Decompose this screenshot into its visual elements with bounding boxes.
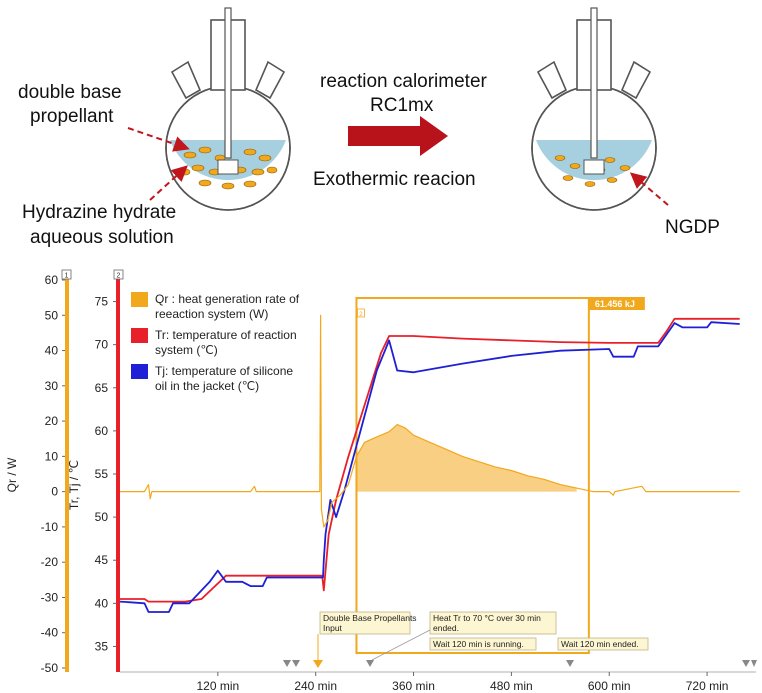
series-Tr-line xyxy=(120,317,740,603)
label-hydrazine-line1: Hydrazine hydrate xyxy=(22,202,176,223)
series-layer xyxy=(119,314,740,613)
right-tick-label: 35 xyxy=(95,639,109,653)
event-marker-icon xyxy=(751,660,757,667)
label-exothermic: Exothermic reacion xyxy=(313,169,476,190)
legend-label: system (℃) xyxy=(155,343,218,357)
label-calorimeter-line2: RC1mx xyxy=(370,95,434,116)
x-tick-label: 720 min xyxy=(686,679,729,693)
left-tick-label: 0 xyxy=(51,485,58,499)
integration-label: 61.456 kJ xyxy=(595,299,635,309)
x-tick-label: 360 min xyxy=(392,679,435,693)
pointer-propellant xyxy=(127,127,190,152)
left-tick-label: 40 xyxy=(45,344,59,358)
annotation-text: Input xyxy=(323,623,343,633)
annotation-connector xyxy=(371,629,431,661)
left-axis-badge xyxy=(61,269,72,280)
right-axis-badge xyxy=(113,269,124,280)
label-double-base: double base xyxy=(18,82,122,103)
pointer-hydrazine xyxy=(149,165,188,201)
label-propellant: propellant xyxy=(30,106,114,127)
right-tick-label: 50 xyxy=(95,510,109,524)
pointer-ngdp xyxy=(629,172,669,206)
right-axis-badge-text: 2 xyxy=(117,273,121,280)
annotation-text: Double Base Propellants xyxy=(323,613,417,623)
event-marker-icon xyxy=(742,660,750,667)
left-tick-label: 60 xyxy=(45,273,59,287)
annotation-box xyxy=(557,637,649,651)
right-tick-label: 75 xyxy=(95,295,109,309)
right-axis-ticks: 75 70 65 60 55 50 45 40 35 xyxy=(95,295,116,653)
right-tick-label: 40 xyxy=(95,596,109,610)
right-tick-label: 70 xyxy=(95,338,109,352)
left-tick-label: 20 xyxy=(45,414,59,428)
right-axis-bar xyxy=(116,278,120,672)
label-ngdp: NGDP xyxy=(665,217,720,238)
annotation-text: ended. xyxy=(433,623,459,633)
legend-label: Tr: temperature of reaction xyxy=(155,328,297,342)
arrow-icon xyxy=(348,116,448,156)
annotation-box xyxy=(429,611,557,635)
integration-badge xyxy=(357,308,365,318)
left-tick-label: -30 xyxy=(41,590,59,604)
left-tick-label: -10 xyxy=(41,520,59,534)
right-flask xyxy=(531,7,657,211)
event-markers xyxy=(283,660,757,668)
event-marker-icon xyxy=(566,660,574,667)
series-Tj-line xyxy=(119,321,740,613)
left-tick-label: 30 xyxy=(45,379,59,393)
series-Qr-line xyxy=(120,314,740,528)
left-tick-label: -50 xyxy=(41,661,59,675)
right-tick-label: 65 xyxy=(95,381,109,395)
x-tick-label: 480 min xyxy=(490,679,533,693)
label-calorimeter-line1: reaction calorimeter xyxy=(320,71,488,92)
x-tick-label: 600 min xyxy=(588,679,631,693)
legend-swatch xyxy=(131,292,148,307)
legend-label: reeaction system (W) xyxy=(155,307,268,321)
legend-swatch xyxy=(131,364,148,379)
x-tick-label: 240 min xyxy=(294,679,337,693)
event-marker-icon xyxy=(283,660,291,667)
right-tick-label: 45 xyxy=(95,553,109,567)
integration-label-bg xyxy=(588,297,645,310)
legend-label: Tj: temperature of silicone xyxy=(155,364,293,378)
schematic: double base propellant Hydrazine hydrate… xyxy=(18,7,720,248)
left-axis-ticks: 60 50 40 30 20 10 0 -10 -20 -30 -40 -50 xyxy=(41,273,65,675)
left-axis-bar xyxy=(65,278,69,672)
left-tick-label: 10 xyxy=(45,449,59,463)
left-flask xyxy=(165,7,291,211)
event-marker-icon xyxy=(366,660,374,667)
annotation-box xyxy=(429,637,537,651)
left-axis-badge-text: 1 xyxy=(65,273,69,280)
right-axis-label: Tr, Tj / ℃ xyxy=(67,460,81,510)
legend-label: oil in the jacket (℃) xyxy=(155,379,259,393)
event-marker-icon xyxy=(313,660,323,668)
label-hydrazine-line2: aqueous solution xyxy=(30,227,174,248)
left-axis-label: Qr / W xyxy=(5,457,19,492)
left-tick-label: -20 xyxy=(41,555,59,569)
annotation-text: Wait 120 min ended. xyxy=(561,639,639,649)
annotation-text: Heat Tr to 70 °C over 30 min xyxy=(433,613,541,623)
annotation-box xyxy=(319,611,411,635)
pellets-reacted xyxy=(554,155,631,187)
integration-badge-text: 2 xyxy=(359,312,363,318)
left-tick-label: -40 xyxy=(41,626,59,640)
event-marker-icon xyxy=(292,660,300,667)
legend-label: Qr : heat generation rate of xyxy=(155,292,300,306)
x-tick-label: 120 min xyxy=(196,679,239,693)
right-tick-label: 55 xyxy=(95,467,109,481)
legend-swatch xyxy=(131,328,148,343)
right-tick-label: 60 xyxy=(95,424,109,438)
annotation-text: Wait 120 min is running. xyxy=(433,639,524,649)
x-axis-ticks: 120 min 240 min 360 min 480 min 600 min 720 m… xyxy=(196,672,728,693)
left-tick-label: 50 xyxy=(45,308,59,322)
